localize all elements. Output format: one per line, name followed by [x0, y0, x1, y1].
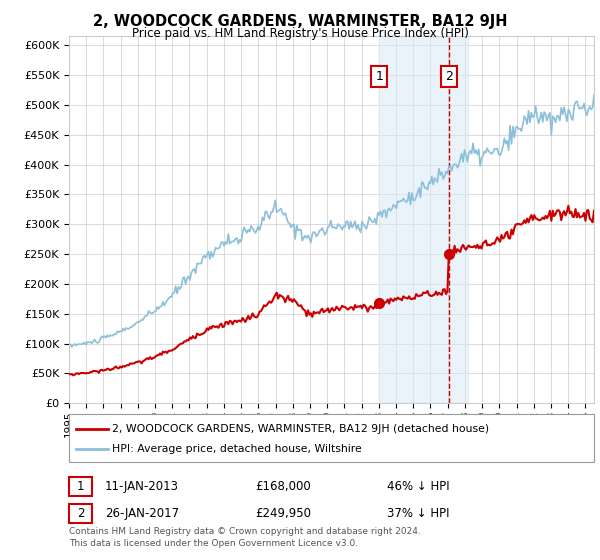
- Text: 2: 2: [77, 507, 84, 520]
- Text: £249,950: £249,950: [255, 507, 311, 520]
- Text: £168,000: £168,000: [255, 479, 311, 493]
- Text: 2, WOODCOCK GARDENS, WARMINSTER, BA12 9JH (detached house): 2, WOODCOCK GARDENS, WARMINSTER, BA12 9J…: [112, 424, 490, 433]
- Text: 1: 1: [376, 70, 383, 83]
- Text: 11-JAN-2013: 11-JAN-2013: [105, 479, 179, 493]
- Text: Contains HM Land Registry data © Crown copyright and database right 2024.
This d: Contains HM Land Registry data © Crown c…: [69, 527, 421, 548]
- Text: 1: 1: [77, 479, 84, 493]
- Text: 2, WOODCOCK GARDENS, WARMINSTER, BA12 9JH: 2, WOODCOCK GARDENS, WARMINSTER, BA12 9J…: [93, 14, 507, 29]
- Text: 26-JAN-2017: 26-JAN-2017: [105, 507, 179, 520]
- Text: 2: 2: [445, 70, 453, 83]
- Text: 37% ↓ HPI: 37% ↓ HPI: [387, 507, 449, 520]
- Text: HPI: Average price, detached house, Wiltshire: HPI: Average price, detached house, Wilt…: [112, 444, 362, 454]
- Text: Price paid vs. HM Land Registry's House Price Index (HPI): Price paid vs. HM Land Registry's House …: [131, 27, 469, 40]
- Bar: [379, 36, 469, 403]
- Text: 46% ↓ HPI: 46% ↓ HPI: [387, 479, 449, 493]
